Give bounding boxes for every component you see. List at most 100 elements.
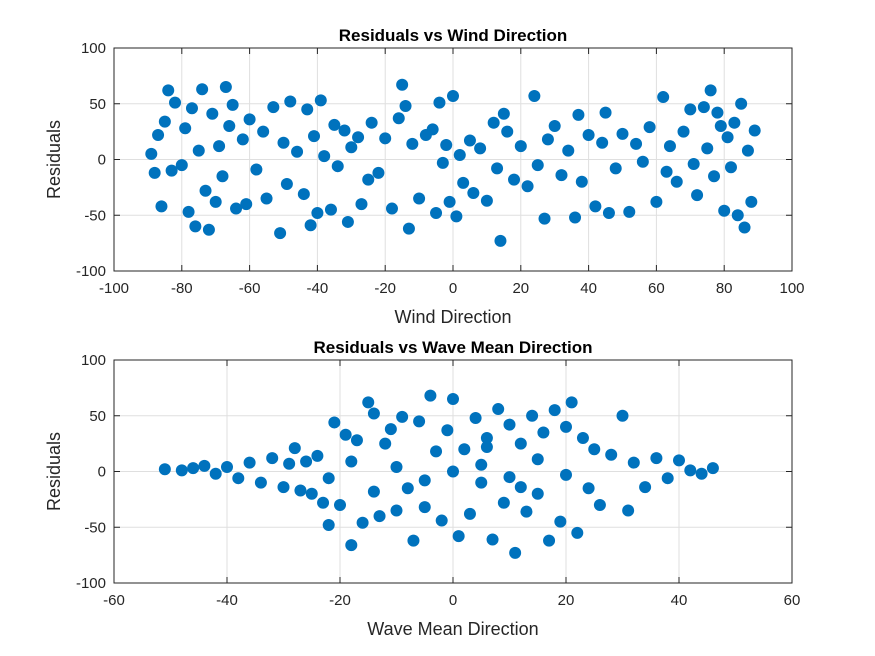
data-point (328, 416, 341, 429)
x-axis-label: Wind Direction (394, 307, 511, 327)
x-tick-label: 20 (512, 280, 529, 297)
data-point (162, 84, 175, 97)
x-axis-label: Wave Mean Direction (367, 619, 538, 639)
data-point (622, 504, 635, 517)
data-point (430, 207, 443, 220)
data-point (314, 94, 327, 107)
data-point (660, 165, 673, 178)
data-point (741, 144, 754, 157)
y-tick-label: -100 (76, 263, 106, 280)
data-point (457, 176, 470, 189)
data-point (487, 116, 500, 129)
data-point (548, 120, 561, 133)
data-point (735, 97, 748, 110)
y-tick-label: 0 (98, 152, 106, 169)
x-tick-label: 60 (648, 280, 665, 297)
data-point (243, 113, 256, 126)
data-point (291, 145, 304, 158)
data-point (199, 184, 212, 197)
data-point (328, 118, 341, 131)
x-tick-label: -40 (307, 280, 329, 297)
data-point (288, 442, 301, 455)
data-point (385, 202, 398, 215)
data-point (352, 131, 365, 144)
data-point (396, 78, 409, 91)
y-tick-label: -100 (76, 575, 106, 592)
data-point (531, 453, 544, 466)
data-point (155, 200, 168, 213)
data-point (609, 162, 622, 175)
data-point (616, 409, 629, 422)
data-point (684, 103, 697, 116)
data-point (372, 166, 385, 179)
data-point (711, 106, 724, 119)
data-point (526, 409, 539, 422)
data-point (605, 448, 618, 461)
data-point (436, 156, 449, 169)
chart-title: Residuals vs Wave Mean Direction (313, 338, 592, 357)
data-point (480, 440, 493, 453)
x-tick-label: 60 (784, 592, 801, 609)
data-point (221, 461, 233, 474)
data-point (338, 124, 351, 137)
data-point (650, 452, 663, 465)
data-point (435, 514, 448, 527)
data-point (521, 180, 534, 193)
data-point (441, 424, 454, 437)
data-point (396, 410, 409, 423)
data-point (571, 526, 584, 539)
data-point (630, 137, 643, 150)
data-point (616, 127, 629, 140)
data-point (463, 507, 476, 520)
data-point (189, 220, 202, 233)
data-point (175, 159, 188, 172)
x-tick-label: 20 (558, 592, 575, 609)
x-tick-label: -20 (374, 280, 396, 297)
data-point (202, 223, 215, 236)
data-point (458, 443, 471, 456)
data-point (588, 443, 601, 456)
data-point (582, 128, 595, 141)
y-tick-label: -50 (84, 519, 106, 536)
data-point (554, 515, 567, 528)
data-point (243, 456, 256, 469)
data-point (209, 467, 222, 480)
data-point (452, 530, 465, 543)
data-point (355, 198, 368, 211)
data-point (450, 210, 463, 223)
data-point (345, 455, 358, 468)
data-point (209, 195, 222, 208)
data-point (339, 428, 352, 441)
x-tick-label: -40 (216, 592, 238, 609)
data-point (367, 485, 380, 498)
data-point (322, 519, 335, 532)
data-point (379, 132, 392, 145)
data-point (555, 169, 568, 182)
data-point (447, 465, 459, 478)
data-point (433, 96, 446, 109)
data-point (305, 487, 318, 500)
data-point (728, 116, 741, 129)
data-point (277, 481, 290, 494)
data-point (274, 227, 287, 240)
data-point (639, 481, 652, 494)
data-point (390, 504, 403, 517)
data-point (196, 83, 209, 96)
data-point (158, 115, 171, 128)
y-tick-label: 100 (81, 352, 106, 369)
data-point (543, 534, 556, 547)
data-point (294, 484, 307, 497)
data-point (179, 122, 192, 135)
subplot-wave-mean-direction: -60 -40 -20 0 20 40 60 -100 -50 0 50 100 Residuals v… (44, 338, 800, 639)
y-tick-label: 50 (89, 96, 106, 113)
data-point (738, 221, 751, 234)
data-point (356, 516, 369, 529)
x-tick-label: -100 (99, 280, 129, 297)
data-point (230, 202, 243, 215)
data-point (350, 434, 363, 447)
data-point (440, 139, 453, 152)
data-point (514, 140, 527, 153)
data-point (324, 203, 337, 216)
data-point (697, 101, 710, 114)
data-point (531, 159, 544, 172)
